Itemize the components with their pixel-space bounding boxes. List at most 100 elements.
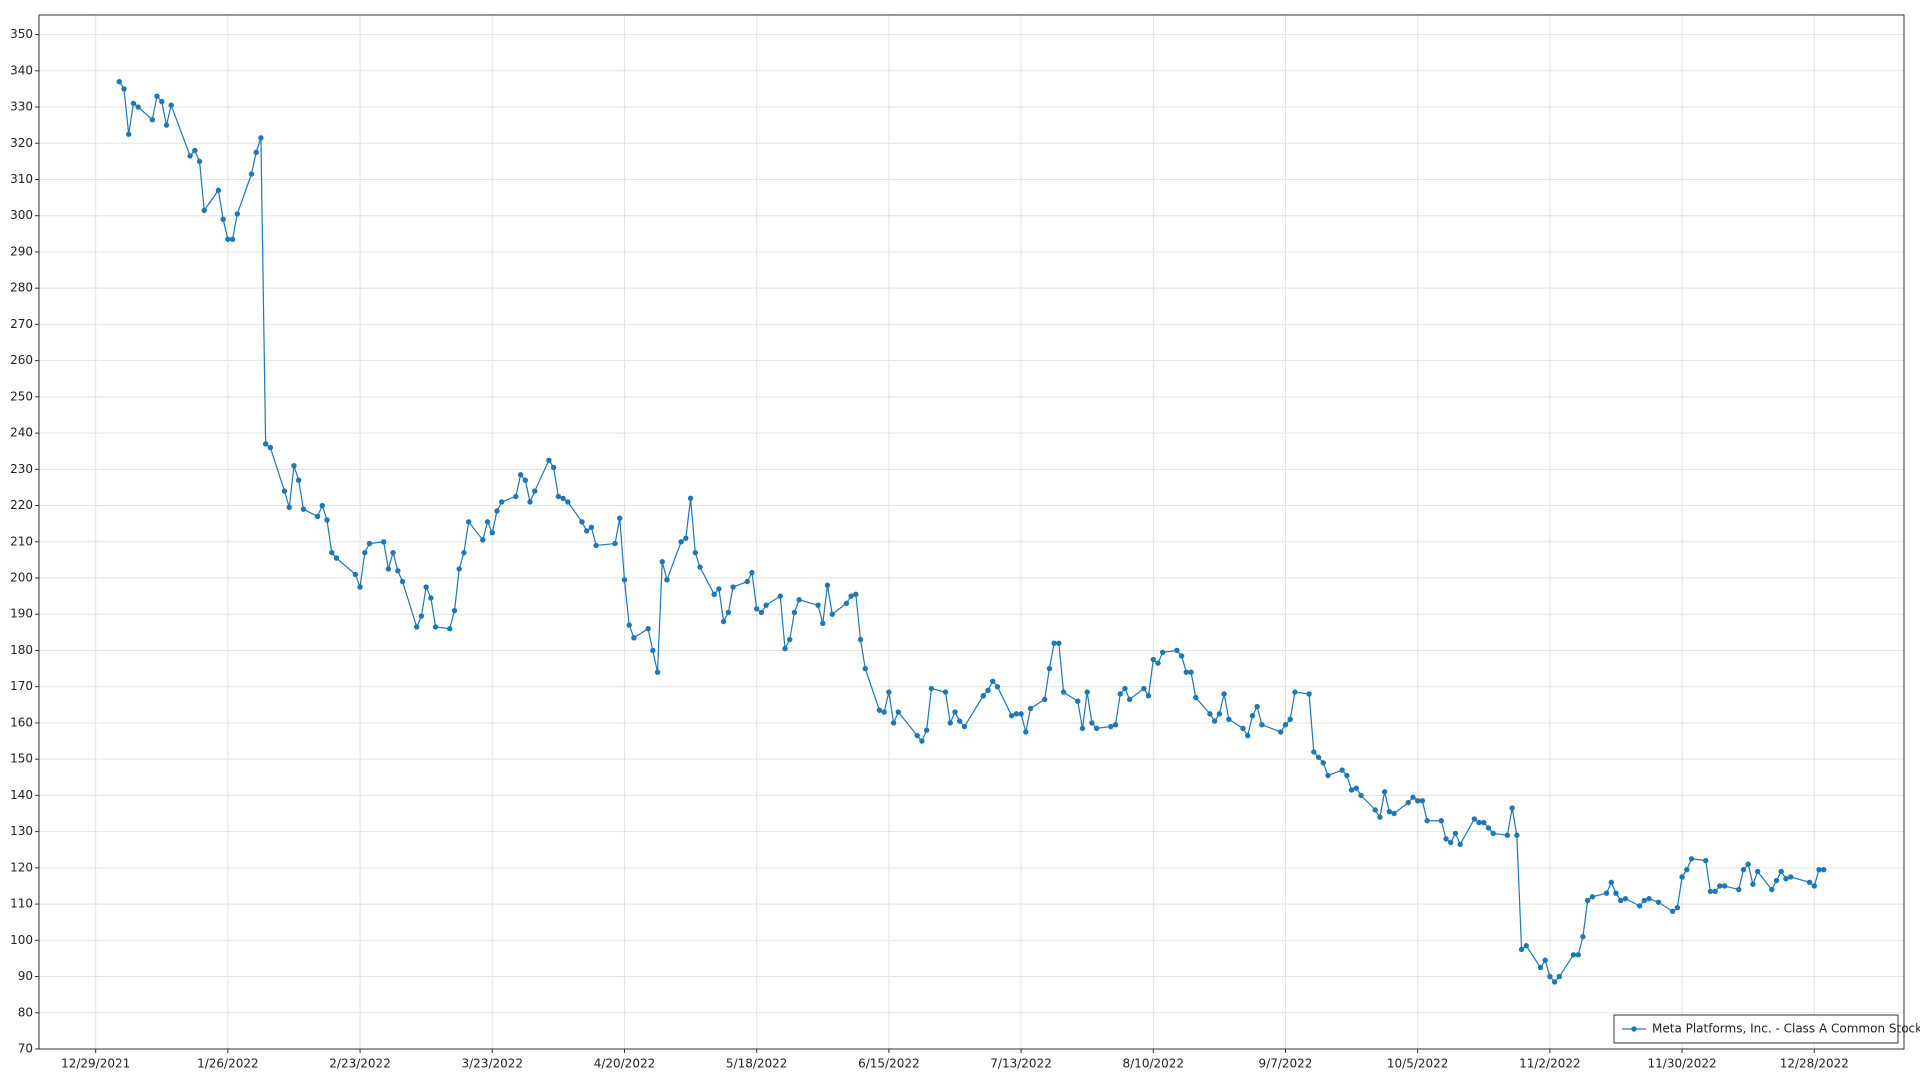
- data-point: [357, 584, 363, 590]
- data-point: [1684, 866, 1690, 873]
- data-point: [1178, 653, 1185, 659]
- data-point: [130, 100, 137, 107]
- y-tick-label: 150: [10, 752, 33, 766]
- data-point: [777, 593, 783, 599]
- data-point: [258, 135, 264, 141]
- data-point: [683, 535, 689, 541]
- data-point: [489, 530, 495, 536]
- data-point: [758, 609, 765, 616]
- data-point: [1646, 895, 1652, 902]
- y-tick-label: 180: [10, 643, 33, 657]
- data-point: [1027, 705, 1034, 712]
- data-point: [262, 441, 269, 447]
- data-point: [1372, 807, 1378, 813]
- data-point: [1051, 640, 1057, 646]
- data-point: [763, 602, 769, 608]
- data-point: [532, 488, 538, 494]
- data-point: [1438, 818, 1444, 824]
- data-point: [418, 613, 425, 619]
- data-point: [447, 626, 453, 632]
- data-point: [1485, 825, 1492, 831]
- data-point: [560, 495, 566, 502]
- data-point: [399, 578, 406, 585]
- y-tick-label: 310: [10, 172, 33, 186]
- data-point: [1769, 886, 1775, 893]
- data-point: [791, 609, 798, 616]
- data-point: [1712, 888, 1718, 895]
- data-point: [324, 517, 330, 523]
- data-point: [1542, 957, 1548, 963]
- data-point: [135, 104, 141, 110]
- data-point: [362, 549, 368, 556]
- data-point: [1278, 729, 1284, 735]
- data-point: [1547, 973, 1553, 980]
- y-tick-label: 110: [10, 897, 33, 911]
- y-tick-label: 320: [10, 136, 33, 150]
- data-point: [1570, 952, 1577, 958]
- data-point: [229, 236, 236, 242]
- data-point: [1160, 649, 1166, 655]
- data-point: [192, 147, 198, 154]
- data-point: [461, 549, 467, 556]
- data-point: [1707, 888, 1714, 895]
- data-point: [1679, 874, 1685, 880]
- data-point: [1754, 868, 1761, 875]
- data-point: [1108, 723, 1114, 730]
- data-point: [1353, 785, 1360, 791]
- data-point: [626, 622, 632, 628]
- data-point: [687, 495, 694, 502]
- legend-label: Meta Platforms, Inc. - Class A Common St…: [1652, 1022, 1920, 1036]
- data-point: [1084, 689, 1090, 695]
- data-point: [1174, 647, 1180, 654]
- data-point: [1457, 841, 1463, 848]
- data-point: [220, 216, 226, 223]
- data-point: [716, 586, 722, 592]
- y-tick-label: 130: [10, 824, 33, 838]
- data-point: [1240, 725, 1246, 732]
- y-tick-label: 270: [10, 317, 33, 331]
- data-point: [1315, 754, 1322, 761]
- y-tick-label: 190: [10, 607, 33, 621]
- data-point: [432, 624, 439, 630]
- data-point: [522, 477, 529, 483]
- data-point: [1717, 883, 1723, 889]
- y-tick-label: 140: [10, 788, 33, 802]
- data-point: [1745, 861, 1751, 867]
- data-point: [1773, 877, 1780, 884]
- data-point: [1193, 694, 1199, 701]
- data-point: [234, 211, 241, 217]
- data-point: [829, 611, 835, 617]
- data-point: [281, 488, 288, 494]
- data-point: [395, 568, 401, 574]
- data-point: [159, 98, 165, 105]
- data-point: [787, 636, 793, 643]
- y-tick-label: 80: [18, 1005, 33, 1019]
- y-tick-label: 200: [10, 571, 33, 585]
- data-point: [1013, 711, 1020, 717]
- data-point: [215, 187, 222, 194]
- data-point: [1075, 698, 1081, 704]
- data-point: [1537, 964, 1544, 971]
- data-point: [465, 519, 472, 525]
- data-point: [980, 693, 987, 699]
- data-point: [631, 635, 637, 641]
- data-point: [248, 171, 255, 177]
- data-point: [196, 158, 203, 165]
- data-point: [423, 584, 429, 590]
- data-point: [1589, 894, 1596, 900]
- data-point: [1325, 772, 1331, 779]
- legend: Meta Platforms, Inc. - Class A Common St…: [1613, 1014, 1920, 1044]
- data-point: [1226, 716, 1232, 723]
- data-point: [1112, 722, 1119, 728]
- data-point: [1046, 665, 1053, 672]
- data-point: [1821, 866, 1827, 873]
- data-point: [1259, 722, 1265, 728]
- data-point: [1145, 693, 1152, 699]
- y-tick-label: 220: [10, 498, 33, 512]
- data-point: [1787, 874, 1794, 880]
- data-point: [1674, 905, 1681, 911]
- data-point: [1245, 732, 1251, 739]
- data-point: [1603, 890, 1610, 896]
- x-tick-label: 5/18/2022: [726, 1057, 788, 1071]
- data-point: [848, 593, 854, 599]
